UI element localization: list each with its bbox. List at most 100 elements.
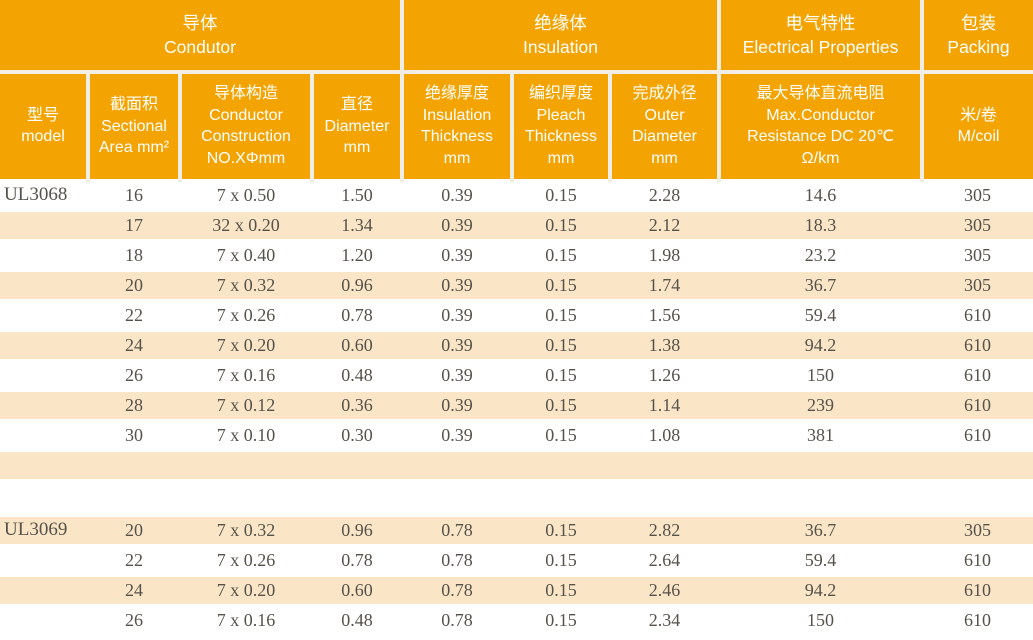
cell-diameter: 0.60	[312, 573, 402, 607]
group-header-row: 导体 Condutor 绝缘体 Insulation 电气特性 Electric…	[0, 0, 1033, 74]
column-header-conductor-construction: 导体构造 Conductor Construction NO.XΦmm	[178, 72, 312, 180]
group-header-packing: 包装 Packing	[920, 0, 1033, 74]
cell-resistance: 36.7	[719, 513, 923, 547]
cell-packing: 610	[922, 418, 1033, 452]
cell-awg: 28	[88, 388, 180, 422]
cell-insulation-thickness: 0.39	[402, 178, 512, 212]
cell-pleach-thickness: 0.15	[512, 208, 610, 242]
cell-model	[0, 388, 88, 422]
cell-outer-diameter: 1.74	[610, 268, 720, 302]
table-row: 30 7 x 0.10 0.30 0.39 0.15 1.08 381 610	[0, 418, 1033, 452]
cell-insulation-thickness: 0.78	[402, 573, 512, 607]
cell-model: UL3069	[0, 513, 88, 547]
cell-construction: 7 x 0.40	[180, 238, 312, 272]
cell-resistance: 150	[719, 603, 923, 637]
cell-model	[0, 268, 88, 302]
cell-diameter: 1.20	[312, 238, 402, 272]
cell-packing: 610	[922, 328, 1033, 362]
cell-outer-diameter: 2.82	[610, 513, 720, 547]
cell-resistance: 23.2	[719, 238, 923, 272]
cell-awg: 24	[88, 573, 180, 607]
cell-packing: 305	[922, 238, 1033, 272]
cell-awg: 24	[88, 328, 180, 362]
cell-awg: 22	[88, 298, 180, 332]
cell-resistance: 381	[719, 418, 923, 452]
cell-resistance: 36.7	[719, 268, 923, 302]
spacer-row	[0, 448, 1033, 482]
table-row: 26 7 x 0.16 0.48 0.39 0.15 1.26 150 610	[0, 358, 1033, 392]
cell-packing: 610	[922, 388, 1033, 422]
table-row: 22 7 x 0.26 0.78 0.39 0.15 1.56 59.4 610	[0, 298, 1033, 332]
cell-insulation-thickness: 0.78	[402, 513, 512, 547]
cell-diameter: 0.60	[312, 328, 402, 362]
cell-packing: 610	[922, 358, 1033, 392]
cell-outer-diameter: 1.26	[610, 358, 720, 392]
cell-pleach-thickness: 0.15	[512, 298, 610, 332]
cell-resistance: 14.6	[719, 178, 923, 212]
cell-insulation-thickness: 0.39	[402, 208, 512, 242]
cell-model	[0, 298, 88, 332]
cell-outer-diameter: 2.34	[610, 603, 720, 637]
cell-construction: 7 x 0.32	[180, 268, 312, 302]
cell-packing: 610	[922, 543, 1033, 577]
column-header-row: 型号 model 截面积 Sectional Area mm² 导体构造 Con…	[0, 72, 1033, 180]
cell-outer-diameter: 1.56	[610, 298, 720, 332]
cell-pleach-thickness	[512, 478, 610, 517]
cell-awg: 26	[88, 358, 180, 392]
group-header-insulation: 绝缘体 Insulation	[399, 0, 720, 74]
cell-packing: 305	[922, 208, 1033, 242]
cell-outer-diameter: 2.28	[610, 178, 720, 212]
table-row: 17 32 x 0.20 1.34 0.39 0.15 2.12 18.3 305	[0, 208, 1033, 242]
cell-packing: 610	[922, 298, 1033, 332]
cell-insulation-thickness: 0.39	[402, 238, 512, 272]
cell-outer-diameter: 1.98	[610, 238, 720, 272]
cell-pleach-thickness: 0.15	[512, 178, 610, 212]
cell-model	[0, 238, 88, 272]
cell-awg: 18	[88, 238, 180, 272]
cell-diameter	[312, 478, 402, 517]
cell-resistance: 59.4	[719, 298, 923, 332]
cell-construction: 7 x 0.32	[180, 513, 312, 547]
cell-pleach-thickness: 0.15	[512, 573, 610, 607]
cell-awg: 16	[88, 178, 180, 212]
column-header-pleach-thickness: 编织厚度 Pleach Thickness mm	[510, 72, 610, 180]
cell-construction	[180, 448, 312, 482]
cell-insulation-thickness: 0.39	[402, 388, 512, 422]
column-header-m-per-coil: 米/卷 M/coil	[920, 72, 1033, 180]
cell-outer-diameter: 2.12	[610, 208, 720, 242]
cell-packing: 305	[922, 268, 1033, 302]
cell-resistance: 94.2	[719, 573, 923, 607]
cell-insulation-thickness: 0.78	[402, 543, 512, 577]
cell-model	[0, 573, 88, 607]
cell-awg: 26	[88, 603, 180, 637]
cell-pleach-thickness: 0.15	[512, 603, 610, 637]
table-row: 24 7 x 0.20 0.60 0.78 0.15 2.46 94.2 610	[0, 573, 1033, 607]
table-row: 22 7 x 0.26 0.78 0.78 0.15 2.64 59.4 610	[0, 543, 1033, 577]
column-header-outer-diameter: 完成外径 Outer Diameter mm	[607, 72, 720, 180]
cell-packing: 610	[922, 573, 1033, 607]
cell-diameter: 0.78	[312, 543, 402, 577]
cell-insulation-thickness: 0.39	[402, 358, 512, 392]
cell-outer-diameter	[610, 478, 720, 517]
cell-construction: 7 x 0.26	[180, 543, 312, 577]
cell-outer-diameter	[610, 448, 720, 482]
cell-outer-diameter: 2.64	[610, 543, 720, 577]
cell-insulation-thickness: 0.39	[402, 418, 512, 452]
cell-pleach-thickness: 0.15	[512, 238, 610, 272]
cell-model	[0, 603, 88, 637]
cell-resistance: 150	[719, 358, 923, 392]
cell-model	[0, 208, 88, 242]
cell-construction: 7 x 0.16	[180, 603, 312, 637]
table-row: 24 7 x 0.20 0.60 0.39 0.15 1.38 94.2 610	[0, 328, 1033, 362]
cell-construction: 7 x 0.20	[180, 328, 312, 362]
cell-awg: 17	[88, 208, 180, 242]
cell-model	[0, 418, 88, 452]
cell-pleach-thickness: 0.15	[512, 328, 610, 362]
cell-awg: 30	[88, 418, 180, 452]
table-header: 导体 Condutor 绝缘体 Insulation 电气特性 Electric…	[0, 0, 1033, 180]
cell-insulation-thickness: 0.39	[402, 298, 512, 332]
cell-insulation-thickness: 0.39	[402, 328, 512, 362]
cell-pleach-thickness: 0.15	[512, 418, 610, 452]
column-header-max-resistance: 最大导体直流电阻 Max.Conductor Resistance DC 20℃…	[717, 72, 923, 180]
cell-awg: 20	[88, 513, 180, 547]
